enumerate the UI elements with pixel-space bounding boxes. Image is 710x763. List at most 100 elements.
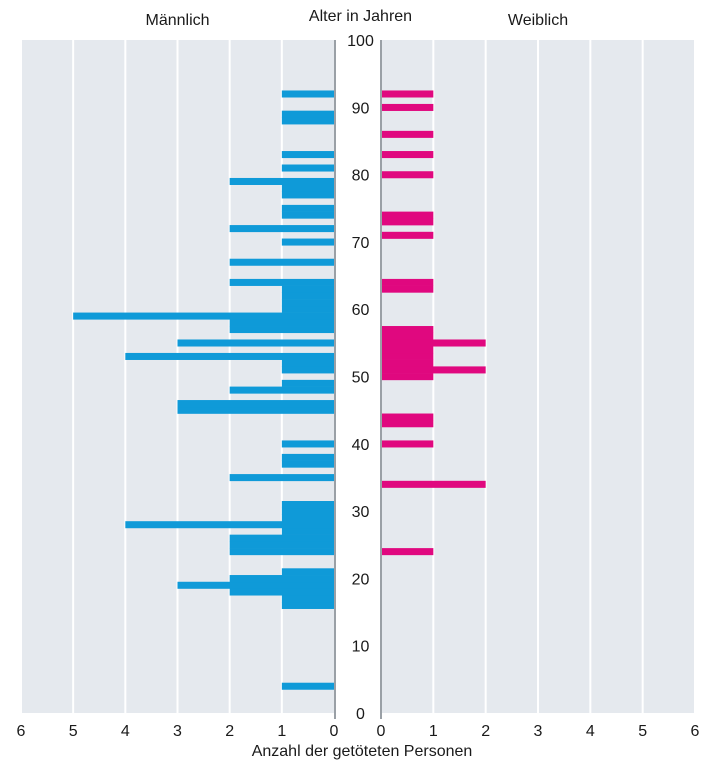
bar-male xyxy=(73,312,335,320)
bar-male xyxy=(281,191,334,199)
x-tick-label: 1 xyxy=(277,723,286,740)
bar-female xyxy=(381,90,434,98)
bars xyxy=(73,90,486,690)
bar-male xyxy=(229,541,334,549)
bar-male xyxy=(229,548,334,556)
y-tick-label: 80 xyxy=(352,168,370,185)
y-tick-label: 70 xyxy=(352,235,370,252)
bar-male xyxy=(125,352,334,360)
x-tick-label: 0 xyxy=(377,723,386,740)
bar-female xyxy=(381,231,434,239)
bar-male xyxy=(229,588,334,596)
bar-male xyxy=(281,90,334,98)
bar-male xyxy=(281,501,334,509)
bar-male xyxy=(281,514,334,522)
bar-male xyxy=(177,339,334,347)
male-header: Männlich xyxy=(145,12,210,29)
y-tick-label: 20 xyxy=(352,571,370,588)
bar-male xyxy=(281,117,334,125)
x-axis-title: Anzahl der getöteten Personen xyxy=(251,743,473,760)
bar-female xyxy=(381,346,434,354)
bar-male xyxy=(281,110,334,118)
bar-female xyxy=(381,278,434,286)
bar-male xyxy=(281,527,334,535)
bar-male xyxy=(281,460,334,468)
bar-male xyxy=(229,278,334,286)
bar-female xyxy=(381,130,434,138)
bar-male xyxy=(177,400,334,408)
x-tick-label: 2 xyxy=(225,723,234,740)
bar-male xyxy=(281,359,334,367)
bar-male xyxy=(229,177,334,185)
y-tick-label: 60 xyxy=(352,302,370,319)
bar-female xyxy=(381,326,434,334)
bar-male xyxy=(281,151,334,159)
bar-male xyxy=(281,366,334,374)
y-tick-label: 90 xyxy=(352,100,370,117)
bar-male xyxy=(229,575,334,583)
x-tick-label: 5 xyxy=(638,723,647,740)
x-tick-label: 0 xyxy=(330,723,339,740)
bar-female xyxy=(381,339,486,347)
bar-female xyxy=(381,440,434,448)
bar-male xyxy=(281,299,334,307)
bar-male xyxy=(229,225,334,233)
bar-female xyxy=(381,285,434,293)
bar-female xyxy=(381,373,434,381)
x-tick-label: 3 xyxy=(173,723,182,740)
y-tick-label: 40 xyxy=(352,437,370,454)
bar-female xyxy=(381,548,434,556)
bar-male xyxy=(281,238,334,246)
bar-female xyxy=(381,420,434,428)
bar-female xyxy=(381,171,434,179)
bar-male xyxy=(281,305,334,313)
bar-male xyxy=(281,204,334,212)
bar-male xyxy=(281,507,334,515)
x-tick-label: 4 xyxy=(121,723,130,740)
grid-lines xyxy=(20,40,696,713)
bar-female xyxy=(381,332,434,340)
bar-male xyxy=(229,319,334,327)
bar-male xyxy=(281,292,334,300)
y-tick-label: 50 xyxy=(352,370,370,387)
x-tick-label: 6 xyxy=(17,723,26,740)
bar-male xyxy=(177,406,334,414)
y-tick-label: 30 xyxy=(352,504,370,521)
bar-male xyxy=(281,601,334,609)
axes xyxy=(334,40,382,719)
bar-male xyxy=(281,568,334,576)
bar-male xyxy=(281,379,334,387)
bar-male xyxy=(281,164,334,172)
x-tick-label: 2 xyxy=(481,723,490,740)
bar-male xyxy=(281,440,334,448)
bar-female xyxy=(381,366,486,374)
bar-female xyxy=(381,218,434,226)
bar-male xyxy=(125,521,334,529)
bar-male xyxy=(281,211,334,219)
bar-male xyxy=(229,326,334,334)
x-tick-label: 6 xyxy=(691,723,700,740)
bar-male xyxy=(229,258,334,266)
bar-male xyxy=(177,581,334,589)
bar-female xyxy=(381,151,434,159)
bar-male xyxy=(281,682,334,690)
y-tick-label: 0 xyxy=(356,706,365,723)
bar-female xyxy=(381,413,434,421)
x-tick-label: 1 xyxy=(429,723,438,740)
bar-male xyxy=(281,184,334,192)
bar-male xyxy=(281,453,334,461)
age-axis-title: Alter in Jahren xyxy=(308,8,413,25)
bar-male xyxy=(281,285,334,293)
bar-female xyxy=(381,352,434,360)
bar-male xyxy=(229,386,334,394)
bar-male xyxy=(229,534,334,542)
bar-male xyxy=(229,474,334,482)
bar-female xyxy=(381,103,434,111)
x-tick-label: 3 xyxy=(534,723,543,740)
bar-female xyxy=(381,359,434,367)
y-tick-label: 10 xyxy=(352,639,370,656)
y-tick-label: 100 xyxy=(347,33,374,50)
x-tick-label: 4 xyxy=(586,723,595,740)
